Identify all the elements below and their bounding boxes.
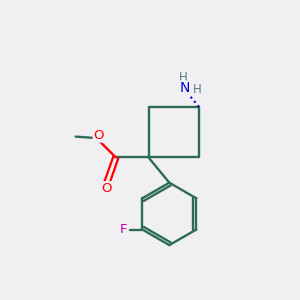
- Text: N: N: [180, 81, 190, 95]
- Text: F: F: [119, 223, 127, 236]
- Text: H: H: [193, 82, 202, 96]
- Text: O: O: [94, 129, 104, 142]
- Text: O: O: [101, 182, 112, 195]
- Text: H: H: [179, 71, 188, 84]
